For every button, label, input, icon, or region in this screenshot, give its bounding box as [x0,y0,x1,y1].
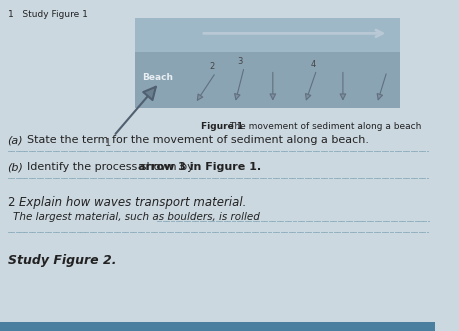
Text: Identify the process shown by: Identify the process shown by [27,162,193,172]
Text: arrow 3 in Figure 1.: arrow 3 in Figure 1. [138,162,261,172]
Text: Explain how waves transport material.: Explain how waves transport material. [19,196,246,209]
Text: 3: 3 [238,57,243,66]
Text: (b): (b) [8,162,23,172]
Bar [134,18,400,52]
Text: The largest material, such as boulders, is rolled: The largest material, such as boulders, … [13,212,263,222]
Bar [134,52,400,108]
Text: Beach: Beach [142,73,173,82]
Text: 1   Study Figure 1: 1 Study Figure 1 [8,10,88,19]
Text: 4: 4 [310,60,315,69]
Text: 1: 1 [105,138,111,148]
Text: Study Figure 2.: Study Figure 2. [8,254,116,267]
Bar [0,322,435,331]
Text: (a): (a) [8,135,23,145]
Text: Figure 1: Figure 1 [201,122,246,131]
Text: State the term for the movement of sediment along a beach.: State the term for the movement of sedim… [27,135,369,145]
Text: The movement of sediment along a beach: The movement of sediment along a beach [229,122,422,131]
Text: 2: 2 [8,196,15,209]
Text: 2: 2 [209,63,215,71]
